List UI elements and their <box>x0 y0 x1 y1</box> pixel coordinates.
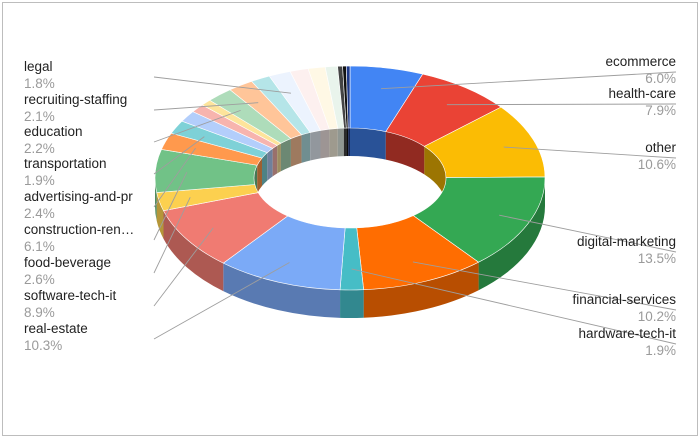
label-construction-ren: construction-ren… <box>24 222 134 237</box>
label-pct-food-beverage: 2.6% <box>24 272 55 287</box>
label-pct-real-estate: 10.3% <box>24 338 62 353</box>
label-pct-legal: 1.8% <box>24 76 55 91</box>
leader-line-financial-services <box>412 261 677 311</box>
slice-inner-wall <box>310 130 321 161</box>
leader-line-construction-ren <box>153 172 188 241</box>
slice-outer-wall <box>155 178 157 221</box>
leader-line-recruiting-staffing <box>153 102 259 111</box>
slice-inner-wall <box>280 138 291 172</box>
label-recruiting-staffing: recruiting-staffing <box>24 92 127 107</box>
slice-inner-wall <box>385 131 425 175</box>
slice-outer-wall <box>163 210 224 292</box>
label-hardware-tech-it: hardware-tech-it <box>578 326 676 341</box>
leader-line-food-beverage <box>153 197 191 274</box>
label-health-care: health-care <box>608 86 676 101</box>
label-software-tech-it: software-tech-it <box>24 288 117 303</box>
label-pct-digital-marketing: 13.5% <box>638 251 676 266</box>
leader-line-software-tech-it <box>153 227 214 307</box>
donut-slices-layer <box>154 65 546 291</box>
label-pct-health-care: 7.9% <box>645 103 676 118</box>
labels-layer: ecommerce 6.0%health-care 7.9% other 10.6% di… <box>24 54 676 358</box>
label-pct-advertising-and-pr: 2.4% <box>24 206 55 221</box>
slice-inner-wall <box>329 128 338 158</box>
leader-line-transportation <box>153 136 205 175</box>
label-digital-marketing: digital-marketing <box>577 234 676 249</box>
leader-line-education <box>153 109 241 143</box>
donut-depth-layer <box>155 128 546 318</box>
label-pct-financial-services: 10.2% <box>638 309 676 324</box>
leader-line-legal <box>153 76 291 94</box>
label-pct-recruiting-staffing: 2.1% <box>24 109 55 124</box>
leader-line-digital-marketing <box>499 214 677 253</box>
leader-lines-layer <box>153 71 677 345</box>
slice-outer-wall <box>223 263 341 318</box>
leader-line-other <box>503 146 677 159</box>
label-pct-hardware-tech-it: 1.9% <box>645 343 676 358</box>
label-transportation: transportation <box>24 156 107 171</box>
leader-line-real-estate <box>153 262 290 340</box>
slice-inner-wall <box>348 128 350 157</box>
label-legal: legal <box>24 59 53 74</box>
slice-outer-wall <box>340 289 364 318</box>
label-pct-ecommerce: 6.0% <box>645 71 676 86</box>
leader-line-hardware-tech-it <box>351 268 677 345</box>
slice-unlabeled-24 <box>345 65 351 129</box>
slice-inner-wall <box>261 152 268 187</box>
slice-inner-wall <box>424 146 446 206</box>
slice-inner-wall <box>267 148 273 181</box>
slice-inner-wall <box>277 143 281 174</box>
label-education: education <box>24 124 83 139</box>
label-pct-transportation: 1.9% <box>24 173 55 188</box>
label-advertising-and-pr: advertising-and-pr <box>24 189 133 204</box>
label-ecommerce: ecommerce <box>605 54 676 69</box>
slice-outer-wall <box>478 178 546 291</box>
slice-inner-wall <box>337 128 344 157</box>
slice-inner-wall <box>257 158 262 194</box>
slice-inner-wall <box>350 128 386 160</box>
leader-line-ecommerce <box>381 71 677 90</box>
slice-inner-wall <box>346 128 349 157</box>
label-other: other <box>645 140 676 155</box>
label-financial-services: financial-services <box>572 292 676 307</box>
leader-line-advertising-and-pr <box>153 147 196 208</box>
slice-outer-wall <box>156 192 164 239</box>
slice-outer-wall <box>363 262 479 318</box>
slice-inner-wall <box>272 145 278 177</box>
slice-inner-wall <box>290 134 302 167</box>
slice-inner-wall <box>301 132 311 163</box>
label-pct-software-tech-it: 8.9% <box>24 305 55 320</box>
label-pct-other: 10.6% <box>638 157 676 172</box>
label-pct-education: 2.2% <box>24 141 55 156</box>
slice-inner-wall <box>343 128 347 157</box>
label-pct-construction-ren: 6.1% <box>24 239 55 254</box>
slice-inner-wall <box>320 129 330 159</box>
label-food-beverage: food-beverage <box>24 255 111 270</box>
leader-line-health-care <box>446 103 677 106</box>
label-real-estate: real-estate <box>24 321 88 336</box>
